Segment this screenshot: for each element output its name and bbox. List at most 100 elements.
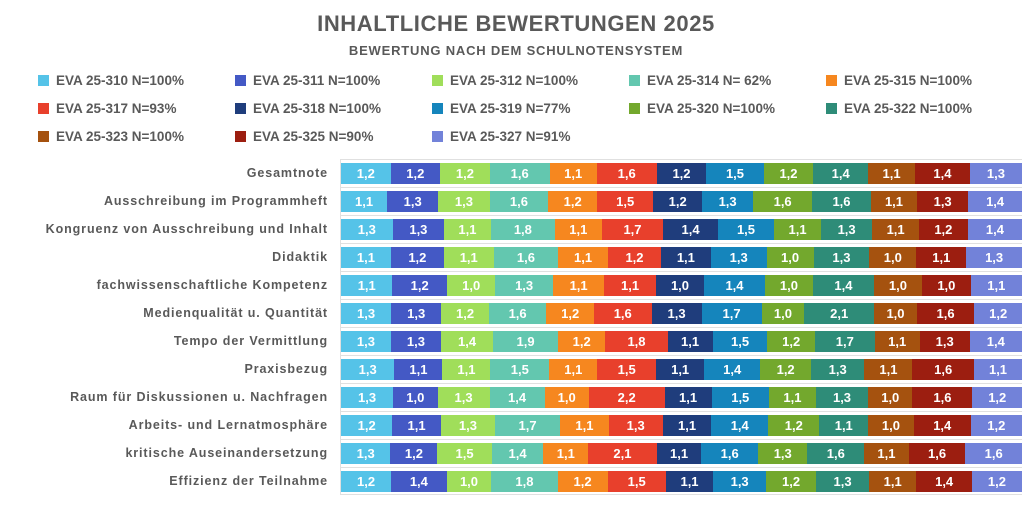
legend-label: EVA 25-319 N=77% (450, 101, 571, 116)
bar-segment: 1,1 (341, 275, 393, 296)
bar-segment: 1,1 (916, 247, 967, 268)
segment-value-label: 1,1 (886, 222, 905, 237)
bar-segment: 1,1 (868, 163, 916, 184)
segment-value-label: 1,5 (731, 390, 750, 405)
legend-label: EVA 25-320 N=100% (647, 101, 775, 116)
bar-segment: 1,4 (489, 387, 545, 408)
chart-page: INHALTLICHE BEWERTUNGEN 2025 BEWERTUNG N… (0, 11, 1032, 532)
segment-value-label: 1,2 (357, 418, 376, 433)
bar-segment: 1,4 (915, 163, 970, 184)
bar-segment: 1,2 (548, 191, 598, 212)
segment-value-label: 1,1 (988, 362, 1008, 377)
segment-value-label: 1,0 (881, 390, 900, 405)
segment-value-label: 1,1 (678, 418, 697, 433)
bar-segment: 1,1 (543, 443, 589, 464)
bar-segment: 1,2 (546, 303, 594, 324)
bar-plot-area: 1,2 1,2 1,2 1,6 1,1 1,6 1,2 1,5 1,2 1,4 1,1 1,4 1,3 (340, 159, 1023, 187)
stacked-bar: 1,1 1,2 1,1 1,6 1,1 1,2 1,1 1,3 1,0 1,3 1,0 1,1 1,3 (341, 247, 1022, 268)
bar-segment: 1,8 (490, 219, 556, 240)
bar-segment: 1,1 (442, 359, 491, 380)
segment-value-label: 1,3 (832, 390, 852, 405)
segment-value-label: 1,4 (986, 334, 1005, 349)
category-label: Effizienz der Teilnahme (169, 474, 328, 488)
segment-value-label: 1,1 (407, 418, 426, 433)
segment-value-label: 1,4 (725, 278, 744, 293)
segment-value-label: 1,0 (886, 306, 905, 321)
category-label: fachwissenschaftliche Kompetenz (96, 278, 328, 292)
bar-segment: 1,0 (873, 275, 923, 296)
bar-segment: 1,6 (908, 443, 966, 464)
bar-segment: 1,3 (919, 331, 970, 352)
segment-value-label: 1,3 (458, 418, 477, 433)
segment-value-label: 1,3 (933, 194, 952, 209)
bar-segment: 1,3 (341, 443, 391, 464)
bar-segment: 1,6 (596, 163, 657, 184)
bar-segment: 1,0 (868, 387, 913, 408)
bar-segment: 1,4 (704, 275, 765, 296)
bar-segment: 1,3 (969, 163, 1023, 184)
segment-value-label: 1,4 (730, 418, 749, 433)
segment-value-label: 1,1 (676, 250, 695, 265)
segment-value-label: 1,4 (508, 446, 527, 461)
bar-row: Raum für Diskussionen u. Nachfragen 1,3 1,… (0, 383, 1032, 411)
bar-plot-area: 1,3 1,3 1,1 1,8 1,1 1,7 1,4 1,5 1,1 1,3 1,1 1,2 1,4 (340, 215, 1023, 243)
legend-swatch-icon (629, 75, 640, 86)
category-label: Tempo der Vermittlung (173, 334, 328, 348)
bar-segment: 1,1 (660, 247, 711, 268)
segment-value-label: 1,3 (356, 446, 375, 461)
legend-label: EVA 25-314 N= 62% (647, 73, 772, 88)
bar-segment: 1,3 (341, 359, 395, 380)
stacked-bar: 1,3 1,3 1,2 1,6 1,2 1,6 1,3 1,7 1,0 2,1 1,0 1,6 1,2 (341, 303, 1022, 324)
bar-segment: 1,2 (557, 470, 608, 492)
legend-item: EVA 25-311 N=100% (235, 73, 432, 88)
segment-value-label: 1,0 (781, 250, 800, 265)
bar-segment: 1,1 (604, 275, 656, 296)
bar-segment: 1,6 (489, 163, 550, 184)
segment-value-label: 1,3 (406, 334, 425, 349)
legend-swatch-icon (826, 75, 837, 86)
bar-row: Arbeits- und Lernatmosphäre 1,2 1,1 1,3 1,7 1… (0, 411, 1032, 439)
segment-value-label: 1,5 (510, 362, 529, 377)
stacked-bar: 1,2 1,4 1,0 1,8 1,2 1,5 1,1 1,3 1,2 1,3 1,1 1,4 1,2 (341, 470, 1022, 492)
legend-label: EVA 25-312 N=100% (450, 73, 578, 88)
bar-segment: 1,1 (870, 191, 918, 212)
chart-rows: Gesamtnote 1,2 1,2 1,2 1,6 1,1 1,6 1,2 1,5 1,2 1,4… (0, 159, 1032, 495)
segment-value-label: 1,2 (561, 306, 580, 321)
segment-value-label: 1,0 (888, 278, 907, 293)
legend: EVA 25-310 N=100% EVA 25-311 N=100% EVA 25… (38, 73, 1024, 144)
bar-segment: 2,1 (804, 303, 875, 324)
bar-segment: 1,0 (874, 303, 917, 324)
bar-segment: 1,2 (557, 331, 606, 352)
segment-value-label: 1,6 (773, 194, 792, 209)
segment-value-label: 1,4 (933, 166, 952, 181)
legend-item: EVA 25-323 N=100% (38, 129, 235, 144)
bar-segment: 1,3 (713, 470, 767, 492)
category-label: Ausschreibung im Programmheft (103, 194, 328, 208)
bar-segment: 1,2 (971, 470, 1022, 492)
category-label: Kongruenz von Ausschreibung und Inhalt (45, 222, 328, 236)
segment-value-label: 1,4 (985, 222, 1004, 237)
segment-value-label: 1,3 (833, 473, 852, 489)
bar-segment: 1,0 (764, 275, 814, 296)
segment-value-label: 1,4 (681, 222, 700, 237)
bar-segment: 1,4 (711, 415, 769, 436)
segment-value-label: 1,1 (574, 250, 593, 265)
segment-value-label: 1,1 (879, 362, 898, 377)
segment-value-label: 1,6 (617, 166, 636, 181)
segment-value-label: 1,1 (356, 250, 375, 265)
segment-value-label: 1,1 (671, 362, 690, 377)
segment-value-label: 1,7 (518, 418, 537, 433)
legend-item: EVA 25-314 N= 62% (629, 73, 826, 88)
bar-segment: 1,7 (494, 415, 561, 436)
segment-value-label: 1,1 (355, 194, 374, 209)
segment-value-label: 1,0 (773, 306, 792, 321)
bar-segment: 1,1 (665, 470, 714, 492)
legend-label: EVA 25-318 N=100% (253, 101, 381, 116)
chart-subtitle: BEWERTUNG NACH DEM SCHULNOTENSYSTEM (348, 43, 684, 58)
segment-value-label: 1,3 (409, 222, 428, 237)
bar-row: fachwissenschaftliche Kompetenz 1,1 1,2 1,0… (0, 271, 1032, 299)
segment-value-label: 1,1 (564, 362, 583, 377)
segment-value-label: 1,1 (621, 278, 640, 293)
bar-segment: 1,4 (663, 219, 718, 240)
bar-segment: 1,2 (390, 443, 438, 464)
